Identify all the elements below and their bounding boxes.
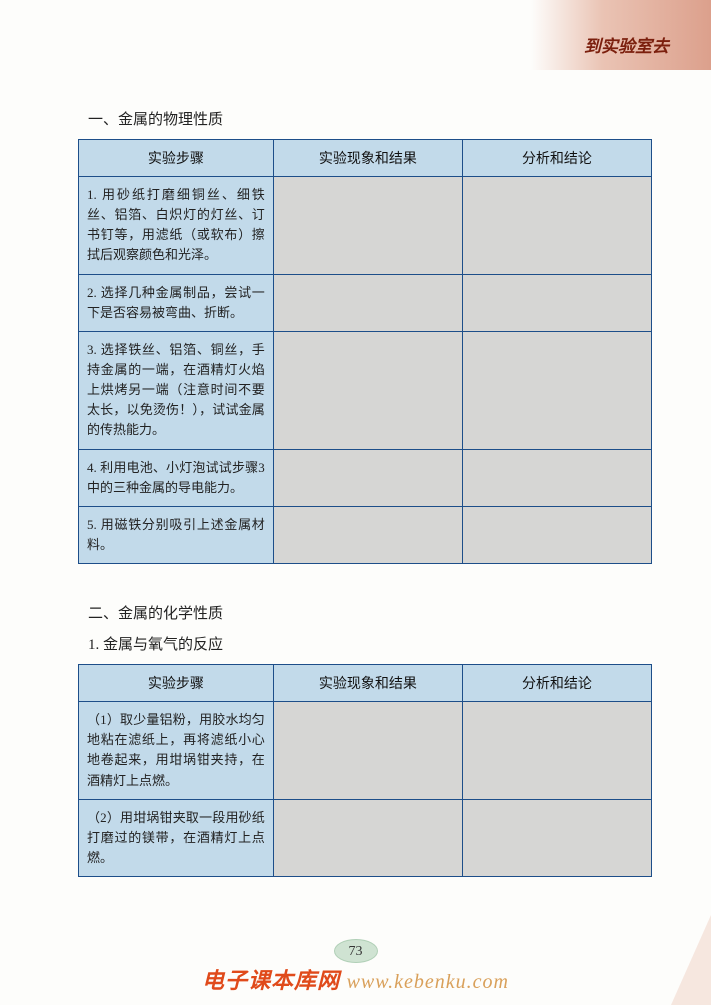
step-cell: （2）用坩埚钳夹取一段用砂纸打磨过的镁带，在酒精灯上点燃。 — [79, 799, 274, 876]
section2-title: 二、金属的化学性质 — [88, 602, 652, 623]
col-observation-header: 实验现象和结果 — [273, 665, 462, 702]
step-cell: 2. 选择几种金属制品，尝试一下是否容易被弯曲、折断。 — [79, 274, 274, 331]
watermark-cn: 电子课本库网 — [202, 968, 340, 993]
analysis-cell — [462, 702, 651, 800]
table-row: 5. 用磁铁分别吸引上述金属材料。 — [79, 506, 652, 563]
analysis-cell — [462, 799, 651, 876]
analysis-cell — [462, 331, 651, 449]
table-row: （1）取少量铝粉，用胶水均匀地粘在滤纸上，再将滤纸小心地卷起来，用坩埚钳夹持，在… — [79, 702, 652, 800]
content-area: 一、金属的物理性质 实验步骤 实验现象和结果 分析和结论 1. 用砂纸打磨细铜丝… — [78, 100, 652, 877]
chapter-header: 到实验室去 — [584, 32, 669, 57]
col-analysis-header: 分析和结论 — [462, 140, 651, 177]
section2-subtitle: 1. 金属与氧气的反应 — [88, 633, 652, 654]
col-observation-header: 实验现象和结果 — [273, 140, 462, 177]
analysis-cell — [462, 177, 651, 275]
step-cell: 1. 用砂纸打磨细铜丝、细铁丝、铝箔、白炽灯的灯丝、订书钉等，用滤纸（或软布）擦… — [79, 177, 274, 275]
table-header-row: 实验步骤 实验现象和结果 分析和结论 — [79, 140, 652, 177]
table-header-row: 实验步骤 实验现象和结果 分析和结论 — [79, 665, 652, 702]
analysis-cell — [462, 274, 651, 331]
table-physical-properties: 实验步骤 实验现象和结果 分析和结论 1. 用砂纸打磨细铜丝、细铁丝、铝箔、白炽… — [78, 139, 652, 564]
col-steps-header: 实验步骤 — [79, 665, 274, 702]
observation-cell — [273, 449, 462, 506]
observation-cell — [273, 274, 462, 331]
analysis-cell — [462, 449, 651, 506]
col-steps-header: 实验步骤 — [79, 140, 274, 177]
watermark: 电子课本库网 www.kebenku.com — [0, 963, 711, 995]
table-row: 4. 利用电池、小灯泡试试步骤3中的三种金属的导电能力。 — [79, 449, 652, 506]
table-row: 2. 选择几种金属制品，尝试一下是否容易被弯曲、折断。 — [79, 274, 652, 331]
page: 到实验室去 一、金属的物理性质 实验步骤 实验现象和结果 分析和结论 1. 用砂… — [0, 0, 711, 1005]
observation-cell — [273, 177, 462, 275]
section1-title: 一、金属的物理性质 — [88, 108, 652, 129]
section-gap — [78, 564, 652, 594]
table-row: 1. 用砂纸打磨细铜丝、细铁丝、铝箔、白炽灯的灯丝、订书钉等，用滤纸（或软布）擦… — [79, 177, 652, 275]
watermark-url: www.kebenku.com — [347, 971, 509, 993]
page-number-wrap: 73 — [0, 939, 711, 963]
observation-cell — [273, 506, 462, 563]
observation-cell — [273, 331, 462, 449]
observation-cell — [273, 799, 462, 876]
step-cell: 4. 利用电池、小灯泡试试步骤3中的三种金属的导电能力。 — [79, 449, 274, 506]
step-cell: （1）取少量铝粉，用胶水均匀地粘在滤纸上，再将滤纸小心地卷起来，用坩埚钳夹持，在… — [79, 702, 274, 800]
bottom-corner-decoration — [671, 915, 711, 1005]
table-row: 3. 选择铁丝、铝箔、铜丝，手持金属的一端，在酒精灯火焰上烘烤另一端（注意时间不… — [79, 331, 652, 449]
observation-cell — [273, 702, 462, 800]
table-chemical-properties: 实验步骤 实验现象和结果 分析和结论 （1）取少量铝粉，用胶水均匀地粘在滤纸上，… — [78, 664, 652, 877]
table-row: （2）用坩埚钳夹取一段用砂纸打磨过的镁带，在酒精灯上点燃。 — [79, 799, 652, 876]
step-cell: 5. 用磁铁分别吸引上述金属材料。 — [79, 506, 274, 563]
col-analysis-header: 分析和结论 — [462, 665, 651, 702]
page-number: 73 — [334, 939, 378, 963]
step-cell: 3. 选择铁丝、铝箔、铜丝，手持金属的一端，在酒精灯火焰上烘烤另一端（注意时间不… — [79, 331, 274, 449]
analysis-cell — [462, 506, 651, 563]
